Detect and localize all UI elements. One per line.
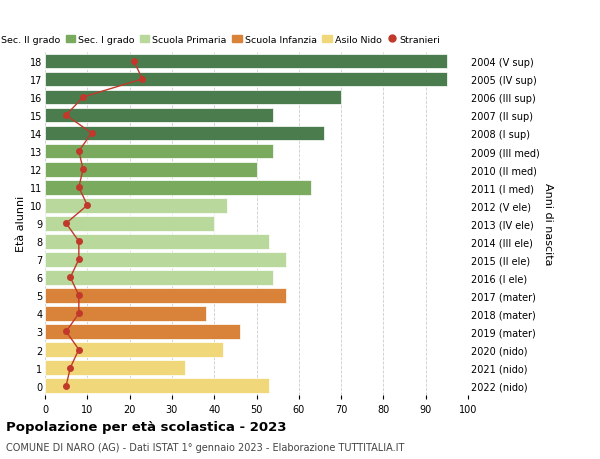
Bar [45,235,269,249]
Bar [45,108,274,123]
Bar [45,270,274,285]
Bar [45,216,214,231]
Bar [45,378,269,393]
Bar [45,342,223,357]
Bar [45,145,274,159]
Y-axis label: Età alunni: Età alunni [16,196,26,252]
Bar [45,306,206,321]
Bar [45,325,239,339]
Bar [45,360,185,375]
Bar [45,288,286,303]
Bar [45,252,286,267]
Legend: Sec. II grado, Sec. I grado, Scuola Primaria, Scuola Infanzia, Asilo Nido, Stran: Sec. II grado, Sec. I grado, Scuola Prim… [0,36,440,45]
Bar [45,55,447,69]
Text: COMUNE DI NARO (AG) - Dati ISTAT 1° gennaio 2023 - Elaborazione TUTTITALIA.IT: COMUNE DI NARO (AG) - Dati ISTAT 1° genn… [6,442,404,452]
Bar [45,90,341,105]
Bar [45,73,447,87]
Bar [45,126,324,141]
Bar [45,180,311,195]
Bar [45,162,257,177]
Text: Popolazione per età scolastica - 2023: Popolazione per età scolastica - 2023 [6,420,287,433]
Y-axis label: Anni di nascita: Anni di nascita [544,183,553,265]
Bar [45,198,227,213]
